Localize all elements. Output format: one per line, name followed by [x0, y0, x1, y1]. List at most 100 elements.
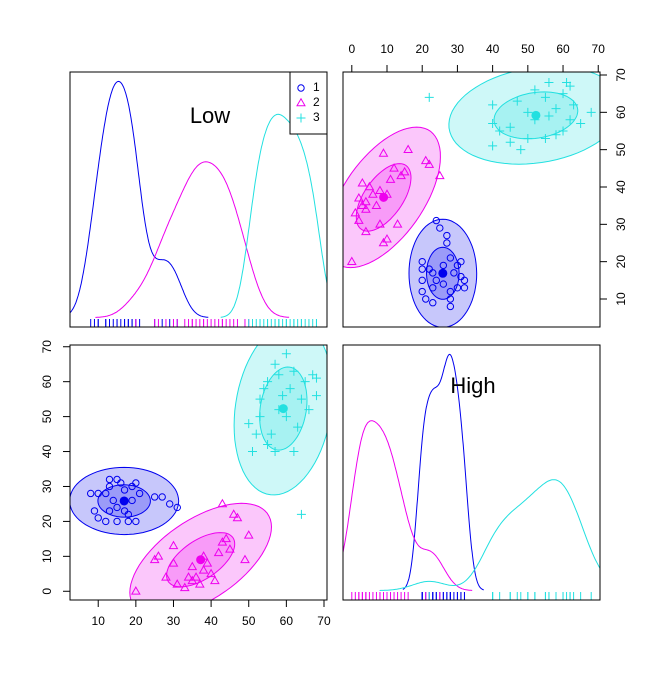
tick-label: 70	[592, 42, 606, 56]
point	[375, 219, 385, 228]
tick-label: 50	[614, 143, 628, 157]
point	[429, 284, 437, 292]
point	[562, 77, 572, 87]
point	[512, 96, 522, 106]
panel	[343, 353, 600, 600]
point	[150, 493, 159, 501]
point	[516, 145, 526, 155]
legend-box	[289, 71, 328, 135]
point	[353, 192, 364, 202]
point	[285, 384, 295, 394]
point	[399, 166, 410, 176]
point	[460, 284, 469, 292]
point	[300, 377, 310, 387]
point	[120, 486, 129, 494]
point	[206, 568, 216, 578]
point	[418, 287, 426, 296]
point	[357, 178, 368, 187]
tick-label: 0	[348, 42, 355, 56]
legend-marker	[297, 84, 305, 92]
panel	[343, 72, 600, 327]
point	[270, 447, 280, 457]
point	[168, 540, 179, 550]
point	[422, 295, 430, 303]
point	[168, 558, 179, 567]
density-curve	[379, 479, 600, 591]
legend-marker	[296, 97, 306, 107]
point	[289, 447, 299, 457]
tick-label: 40	[486, 42, 500, 56]
legend: 123	[289, 71, 328, 135]
tick-label: 50	[242, 614, 256, 628]
tick-label: 60	[280, 614, 294, 628]
point	[586, 107, 596, 117]
point	[278, 391, 288, 401]
point	[495, 126, 505, 136]
point	[418, 265, 426, 273]
point	[153, 551, 164, 560]
point	[263, 440, 273, 450]
tick-label: 50	[521, 42, 535, 56]
tick-label: 10	[380, 42, 394, 56]
point	[86, 489, 95, 498]
point	[109, 496, 117, 505]
panel	[70, 80, 327, 327]
point	[544, 77, 554, 87]
point	[132, 517, 140, 526]
point	[540, 133, 550, 143]
point	[420, 155, 431, 165]
point	[551, 104, 561, 114]
density-curve	[343, 420, 473, 591]
point	[350, 207, 361, 217]
panel-frame	[69, 71, 328, 328]
point	[425, 265, 433, 273]
point	[368, 189, 378, 198]
point	[457, 272, 465, 281]
point	[450, 269, 458, 277]
point	[198, 565, 209, 574]
point	[135, 489, 144, 498]
tick-label: 10	[614, 292, 628, 306]
point	[124, 517, 133, 526]
point	[259, 384, 269, 394]
point	[105, 482, 114, 491]
point	[124, 510, 133, 519]
point	[311, 373, 321, 383]
point	[346, 256, 357, 265]
point	[263, 377, 273, 387]
point	[132, 479, 140, 487]
point	[357, 200, 368, 209]
point	[217, 498, 228, 508]
tick-label: 20	[416, 42, 430, 56]
point	[281, 412, 291, 422]
point	[436, 224, 444, 232]
point	[183, 572, 194, 581]
point	[418, 257, 426, 266]
point	[446, 302, 455, 311]
point	[255, 412, 265, 422]
group-mean	[531, 110, 541, 120]
point	[443, 231, 451, 240]
tick-label: 30	[167, 614, 181, 628]
density-curve	[402, 353, 484, 591]
point	[102, 517, 110, 526]
tick-label: 50	[40, 410, 54, 424]
point	[304, 405, 314, 415]
tick-label: 0	[40, 588, 54, 595]
point	[225, 544, 235, 553]
point	[453, 284, 462, 292]
data-ellipse	[129, 502, 273, 600]
point	[576, 119, 586, 129]
group-mean	[379, 192, 389, 202]
panel-frame	[342, 344, 601, 601]
point	[403, 144, 413, 153]
point	[434, 170, 445, 180]
point	[565, 81, 575, 91]
point	[446, 287, 455, 296]
point	[378, 148, 389, 157]
point	[179, 582, 190, 592]
point	[432, 276, 440, 285]
tick-label: 60	[40, 375, 54, 389]
